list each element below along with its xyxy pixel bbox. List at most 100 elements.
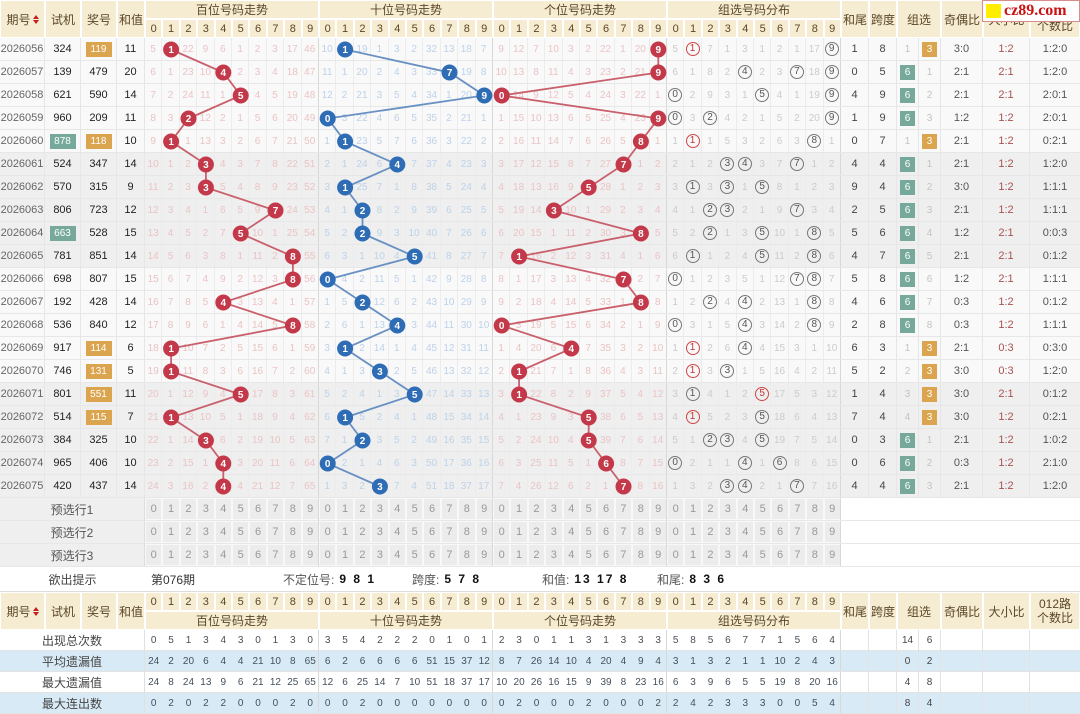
- preselect-digit[interactable]: 0: [319, 521, 337, 543]
- preselect-digit[interactable]: 7: [440, 521, 459, 543]
- preselect-digit[interactable]: 2: [701, 521, 720, 543]
- preselect-digit[interactable]: 3: [197, 521, 215, 543]
- preselect-digit[interactable]: 3: [719, 544, 737, 566]
- preselect-digit[interactable]: 9: [823, 544, 840, 566]
- preselect-digit[interactable]: 5: [405, 521, 424, 543]
- preselect-digit[interactable]: 3: [371, 544, 389, 566]
- preselect-digit[interactable]: 1: [162, 521, 180, 543]
- preselect-digit[interactable]: 6: [249, 544, 267, 566]
- preselect-digit[interactable]: 4: [736, 544, 754, 566]
- preselect-digit[interactable]: 8: [632, 498, 650, 520]
- preselect-digit[interactable]: 0: [667, 521, 685, 543]
- preselect-digit[interactable]: 0: [145, 521, 163, 543]
- preselect-digit[interactable]: 7: [788, 544, 807, 566]
- preselect-digit[interactable]: 7: [440, 498, 459, 520]
- preselect-digit[interactable]: 6: [597, 521, 615, 543]
- preselect-digit[interactable]: 3: [545, 498, 563, 520]
- preselect-digit[interactable]: 5: [405, 498, 424, 520]
- preselect-digit[interactable]: 7: [440, 544, 459, 566]
- preselect-digit[interactable]: 3: [719, 498, 737, 520]
- preselect-digit[interactable]: 3: [197, 498, 215, 520]
- preselect-digit[interactable]: 1: [684, 498, 702, 520]
- preselect-digit[interactable]: 0: [145, 544, 163, 566]
- preselect-digit[interactable]: 5: [753, 544, 772, 566]
- preselect-digit[interactable]: 7: [614, 544, 633, 566]
- preselect-digit[interactable]: 7: [788, 521, 807, 543]
- preselect-digit[interactable]: 2: [179, 544, 198, 566]
- preselect-digit[interactable]: 2: [179, 498, 198, 520]
- preselect-digit[interactable]: 4: [214, 498, 232, 520]
- preselect-digit[interactable]: 6: [423, 544, 441, 566]
- preselect-digit[interactable]: 8: [632, 521, 650, 543]
- preselect-digit[interactable]: 9: [649, 498, 666, 520]
- preselect-digit[interactable]: 2: [353, 498, 372, 520]
- preselect-digit[interactable]: 0: [667, 498, 685, 520]
- preselect-digit[interactable]: 8: [284, 521, 302, 543]
- preselect-digit[interactable]: 6: [597, 498, 615, 520]
- preselect-digit[interactable]: 0: [667, 544, 685, 566]
- preselect-digit[interactable]: 3: [719, 521, 737, 543]
- preselect-digit[interactable]: 5: [753, 498, 772, 520]
- preselect-digit[interactable]: 9: [301, 498, 318, 520]
- preselect-digit[interactable]: 4: [562, 544, 580, 566]
- preselect-digit[interactable]: 4: [214, 521, 232, 543]
- preselect-digit[interactable]: 1: [162, 498, 180, 520]
- preselect-digit[interactable]: 2: [179, 521, 198, 543]
- preselect-digit[interactable]: 3: [197, 544, 215, 566]
- preselect-digit[interactable]: 2: [527, 498, 546, 520]
- preselect-digit[interactable]: 5: [753, 521, 772, 543]
- preselect-digit[interactable]: 8: [458, 521, 476, 543]
- preselect-digit[interactable]: 9: [475, 544, 492, 566]
- preselect-digit[interactable]: 9: [475, 498, 492, 520]
- preselect-digit[interactable]: 3: [545, 521, 563, 543]
- preselect-digit[interactable]: 5: [579, 544, 598, 566]
- preselect-digit[interactable]: 6: [423, 521, 441, 543]
- preselect-digit[interactable]: 0: [493, 521, 511, 543]
- preselect-digit[interactable]: 8: [806, 498, 824, 520]
- preselect-digit[interactable]: 9: [823, 521, 840, 543]
- preselect-digit[interactable]: 6: [597, 544, 615, 566]
- preselect-digit[interactable]: 9: [475, 521, 492, 543]
- preselect-digit[interactable]: 9: [649, 521, 666, 543]
- preselect-digit[interactable]: 7: [266, 498, 285, 520]
- preselect-digit[interactable]: 0: [319, 544, 337, 566]
- preselect-digit[interactable]: 7: [266, 521, 285, 543]
- preselect-digit[interactable]: 8: [458, 498, 476, 520]
- preselect-digit[interactable]: 5: [579, 498, 598, 520]
- preselect-digit[interactable]: 9: [301, 521, 318, 543]
- preselect-digit[interactable]: 6: [249, 521, 267, 543]
- preselect-digit[interactable]: 3: [371, 498, 389, 520]
- preselect-digit[interactable]: 2: [527, 521, 546, 543]
- preselect-digit[interactable]: 6: [249, 498, 267, 520]
- preselect-digit[interactable]: 0: [145, 498, 163, 520]
- preselect-digit[interactable]: 8: [284, 498, 302, 520]
- preselect-digit[interactable]: 6: [771, 544, 789, 566]
- preselect-digit[interactable]: 1: [510, 544, 528, 566]
- preselect-digit[interactable]: 7: [614, 521, 633, 543]
- preselect-digit[interactable]: 7: [788, 498, 807, 520]
- preselect-digit[interactable]: 3: [545, 544, 563, 566]
- preselect-digit[interactable]: 6: [771, 521, 789, 543]
- preselect-digit[interactable]: 2: [701, 544, 720, 566]
- preselect-digit[interactable]: 2: [353, 521, 372, 543]
- preselect-digit[interactable]: 1: [510, 498, 528, 520]
- period-column-header[interactable]: 期号: [0, 0, 45, 38]
- preselect-digit[interactable]: 1: [510, 521, 528, 543]
- preselect-digit[interactable]: 7: [266, 544, 285, 566]
- preselect-digit[interactable]: 1: [336, 544, 354, 566]
- preselect-digit[interactable]: 8: [806, 521, 824, 543]
- preselect-digit[interactable]: 4: [388, 544, 406, 566]
- preselect-digit[interactable]: 2: [527, 544, 546, 566]
- preselect-digit[interactable]: 4: [562, 498, 580, 520]
- preselect-digit[interactable]: 0: [493, 498, 511, 520]
- preselect-digit[interactable]: 6: [423, 498, 441, 520]
- preselect-digit[interactable]: 4: [214, 544, 232, 566]
- preselect-digit[interactable]: 5: [231, 521, 250, 543]
- preselect-digit[interactable]: 1: [336, 498, 354, 520]
- preselect-digit[interactable]: 9: [301, 544, 318, 566]
- preselect-digit[interactable]: 0: [319, 498, 337, 520]
- preselect-digit[interactable]: 1: [162, 544, 180, 566]
- preselect-digit[interactable]: 1: [684, 521, 702, 543]
- site-logo[interactable]: cz89.com: [982, 0, 1080, 22]
- preselect-digit[interactable]: 5: [579, 521, 598, 543]
